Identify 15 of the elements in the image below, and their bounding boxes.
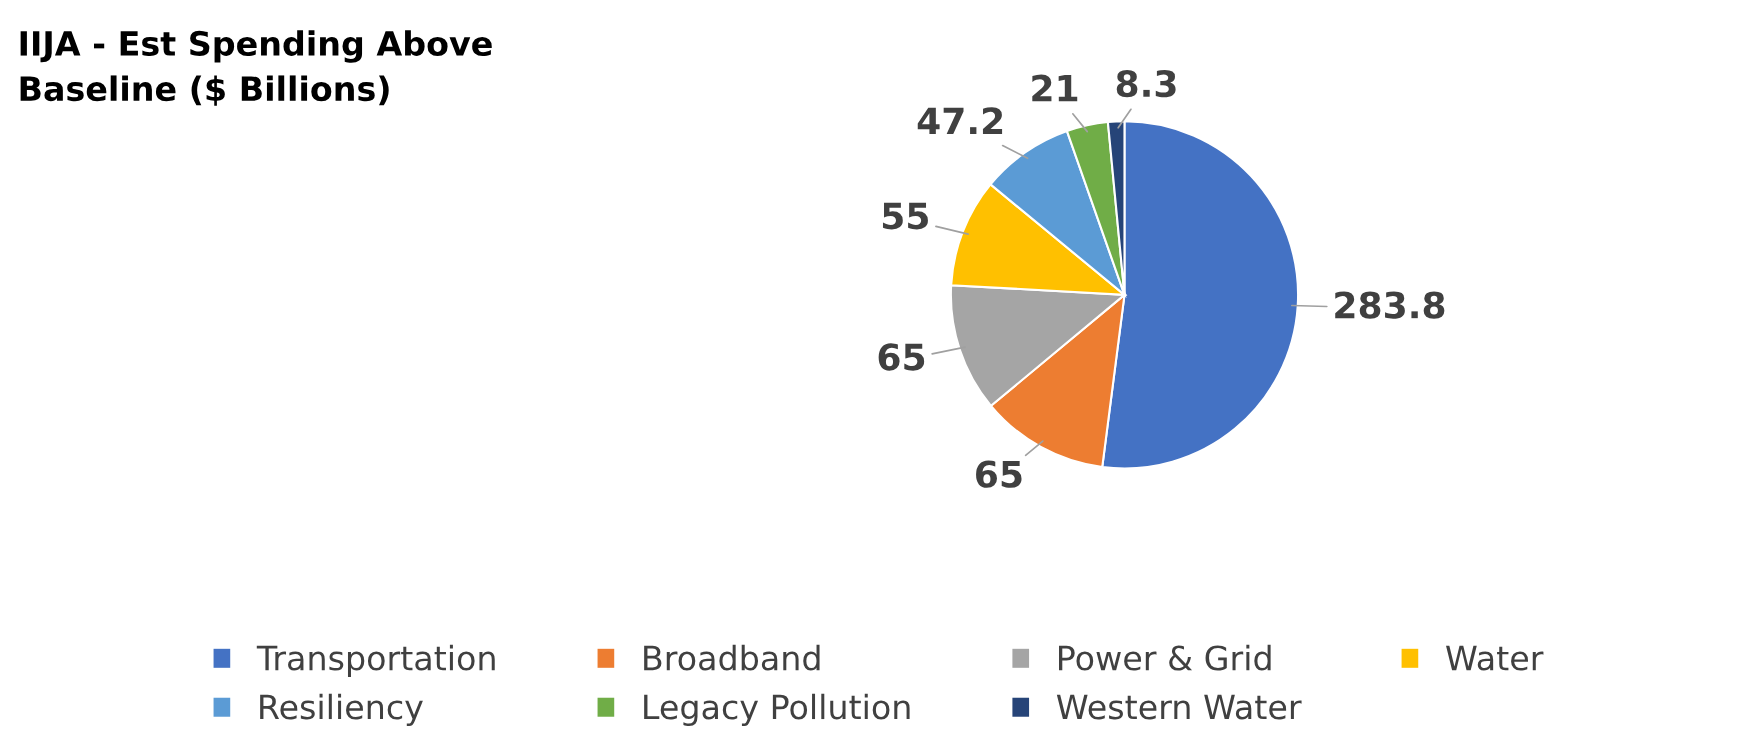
data-label: 55 [882, 202, 928, 230]
legend-label: Transportation [256, 644, 495, 678]
legend-label: Water [1446, 645, 1544, 671]
data-label: 65 [878, 343, 925, 371]
data-label: 8.3 [1116, 69, 1176, 98]
legend-label: Broadband [644, 644, 820, 671]
data-label: 47.2 [917, 107, 1003, 134]
legend-label: Legacy Pollution [644, 693, 910, 726]
legend-label: Resiliency [260, 693, 423, 726]
data-label: 65 [976, 460, 1022, 488]
data-label: 283.8 [1335, 291, 1445, 319]
chart-title: IIJA - Est Spending Above Baseline ($ Billions) [20, 30, 492, 106]
legend-label: Power & Grid [1059, 644, 1271, 671]
legend-label: Western Water [1056, 694, 1302, 720]
data-label: 21 [1032, 74, 1078, 102]
